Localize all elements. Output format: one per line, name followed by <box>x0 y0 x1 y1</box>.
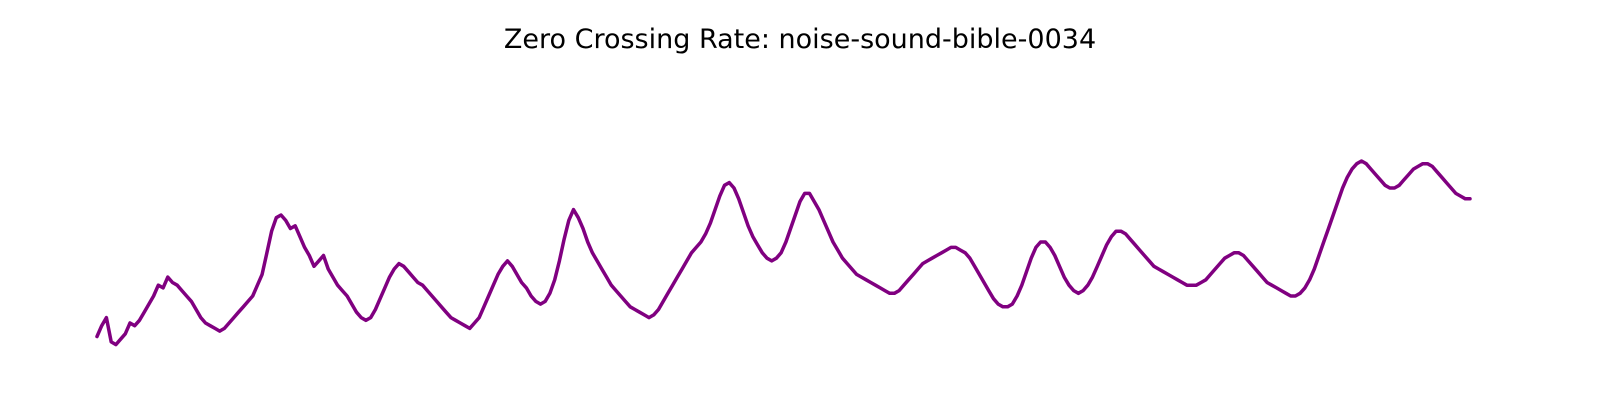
series-layer <box>95 159 1472 347</box>
chart-title: Zero Crossing Rate: noise-sound-bible-00… <box>503 24 1097 55</box>
zcr-series-line-0 <box>95 159 1472 347</box>
